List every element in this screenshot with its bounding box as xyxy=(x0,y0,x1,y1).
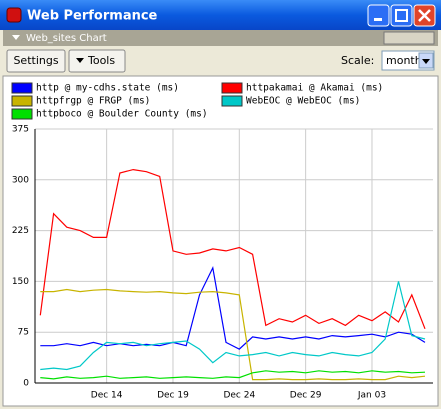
series-line xyxy=(39,168,426,330)
legend-swatch xyxy=(11,82,33,94)
y-tick-label: 0 xyxy=(23,379,29,389)
legend-swatch xyxy=(221,95,243,107)
close-glyph xyxy=(418,9,431,22)
x-tick-label: Dec 14 xyxy=(91,391,123,401)
chart: http @ my-cdhs.state (ms) httpakamai @ Ak… xyxy=(11,82,433,401)
legend-label: httpboco @ Boulder County (ms) xyxy=(36,109,208,120)
x-tick-label: Dec 24 xyxy=(223,391,255,401)
scale-value: month xyxy=(386,54,422,67)
dropdown-arrow xyxy=(422,59,430,64)
legend-label: WebEOC @ WebEOC (ms) xyxy=(246,96,360,107)
legend-swatch xyxy=(11,95,33,107)
minimize-button[interactable] xyxy=(367,4,390,27)
window-title: Web Performance xyxy=(27,9,158,24)
panel-layout-buttons[interactable] xyxy=(383,31,435,45)
collapse-arrow[interactable] xyxy=(12,35,20,40)
legend-label: httpfrgp @ FRGP (ms) xyxy=(36,96,150,107)
legend-swatch xyxy=(11,108,33,120)
window-controls[interactable] xyxy=(367,4,436,27)
series-line xyxy=(40,370,426,380)
app-icon xyxy=(6,7,22,23)
y-tick-label: 375 xyxy=(12,125,29,135)
maximize-button[interactable] xyxy=(390,4,413,27)
y-tick-label: 300 xyxy=(12,175,29,185)
legend-label: http @ my-cdhs.state (ms) xyxy=(36,83,179,94)
maximize-glyph xyxy=(395,9,408,22)
chart-area xyxy=(2,75,439,407)
panel-title: Web_sites Chart xyxy=(26,33,107,44)
legend-label: httpakamai @ Akamai (ms) xyxy=(246,83,383,94)
x-tick-label: Jan 03 xyxy=(357,391,386,401)
tools-arrow xyxy=(76,58,84,63)
y-tick-label: 225 xyxy=(12,226,29,236)
series-line xyxy=(40,281,426,371)
scale-label: Scale: xyxy=(341,54,374,67)
series-line xyxy=(40,265,426,350)
settings-label: Settings xyxy=(13,54,58,67)
x-tick-label: Dec 19 xyxy=(157,391,189,401)
settings-button[interactable] xyxy=(6,49,66,73)
y-tick-label: 150 xyxy=(12,277,29,287)
series-line xyxy=(40,288,426,381)
tools-button[interactable] xyxy=(68,49,126,73)
minimize-glyph xyxy=(374,18,382,21)
panel-header xyxy=(3,30,438,46)
y-tick-label: 75 xyxy=(18,328,29,338)
x-tick-label: Dec 29 xyxy=(290,391,322,401)
tools-label: Tools xyxy=(87,54,115,67)
legend-swatch xyxy=(221,82,243,94)
